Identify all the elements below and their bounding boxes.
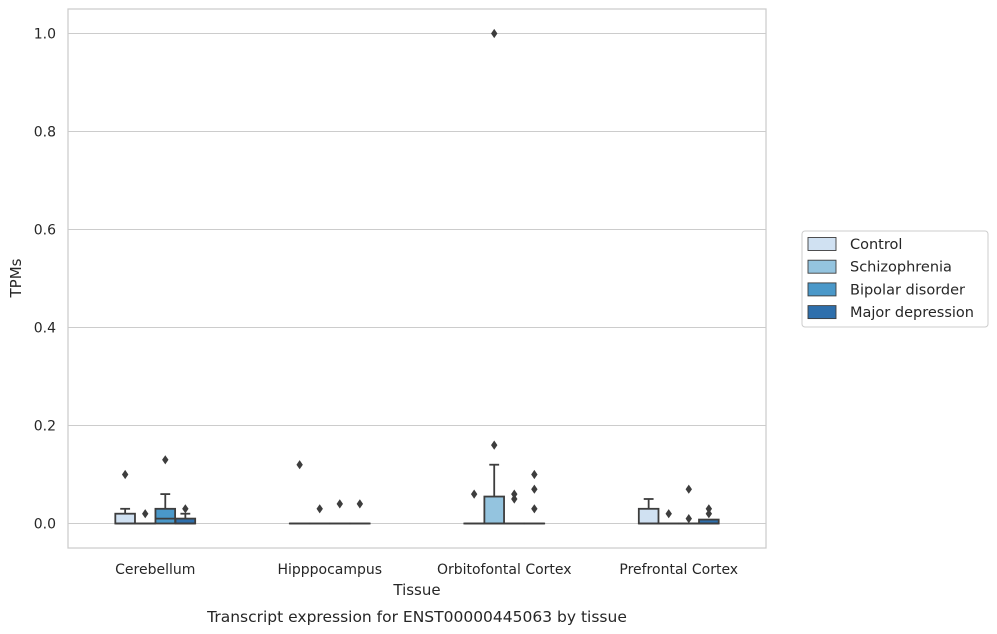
outlier-point bbox=[142, 509, 149, 519]
box-body bbox=[154, 507, 177, 525]
y-axis-ticks: 0.0 0.2 0.4 0.6 0.8 1.0 bbox=[34, 27, 56, 533]
outlier-point bbox=[121, 469, 129, 480]
outlier-point bbox=[511, 489, 518, 499]
y-axis-label: TPMs bbox=[7, 258, 25, 298]
outliers bbox=[121, 28, 713, 524]
outlier-point bbox=[705, 504, 713, 514]
outlier-point bbox=[316, 504, 323, 514]
legend-swatch bbox=[807, 259, 837, 274]
gridlines bbox=[68, 32, 766, 525]
outlier-point bbox=[705, 509, 713, 519]
legend-swatch bbox=[807, 237, 837, 251]
box-control bbox=[637, 498, 660, 525]
outlier-point bbox=[182, 504, 189, 514]
legend-label: Control bbox=[850, 237, 902, 253]
legend-swatch bbox=[807, 282, 837, 297]
legend-label: Major depression bbox=[850, 305, 974, 321]
legend-label: Schizophrenia bbox=[850, 260, 952, 276]
outlier-point bbox=[470, 489, 478, 499]
box-control bbox=[114, 507, 136, 525]
x-tick-label: Cerebellum bbox=[115, 562, 195, 578]
legend-swatch bbox=[807, 305, 837, 320]
outlier-point bbox=[491, 28, 498, 39]
x-axis-ticks: Cerebellum Hipppocampus Orbitofontal Corte… bbox=[115, 562, 738, 578]
outlier-point bbox=[685, 484, 692, 494]
legend-frame bbox=[801, 230, 989, 328]
legend-label: Bipolar disorder bbox=[850, 282, 965, 298]
y-tick-label: 0.2 bbox=[34, 419, 56, 435]
outlier-point bbox=[665, 509, 672, 519]
outlier-point bbox=[356, 499, 364, 509]
y-tick-label: 0.8 bbox=[34, 125, 56, 141]
box-body bbox=[114, 512, 136, 525]
plot-frame bbox=[67, 8, 767, 549]
x-tick-label: Hipppocampus bbox=[277, 562, 382, 578]
box-body bbox=[483, 495, 505, 525]
outlier-point bbox=[685, 514, 692, 524]
box-bipolar-disorder bbox=[154, 493, 177, 525]
box-schizophrenia bbox=[483, 463, 505, 525]
box-major-depression bbox=[174, 512, 197, 525]
legend: Control Schizophrenia Bipolar disorder Majo… bbox=[801, 230, 989, 328]
outlier-point bbox=[162, 455, 169, 465]
x-tick-label: Orbitofontal Cortex bbox=[437, 562, 572, 578]
outlier-point bbox=[531, 504, 538, 514]
outlier-point bbox=[531, 469, 538, 480]
y-tick-label: 0.6 bbox=[34, 223, 56, 239]
x-axis-label: Tissue bbox=[392, 581, 440, 599]
outlier-point bbox=[511, 494, 518, 504]
y-tick-label: 0.0 bbox=[34, 517, 56, 533]
boxes bbox=[114, 463, 720, 525]
outlier-point bbox=[296, 460, 303, 470]
outlier-point bbox=[531, 484, 538, 494]
box-major-depression bbox=[698, 518, 720, 525]
y-tick-label: 0.4 bbox=[34, 321, 56, 337]
outlier-point bbox=[491, 440, 498, 450]
outlier-point bbox=[336, 499, 343, 509]
y-tick-label: 1.0 bbox=[34, 27, 56, 43]
x-tick-label: Prefrontal Cortex bbox=[619, 562, 738, 578]
chart-caption: Transcript expression for ENST0000044506… bbox=[206, 608, 627, 626]
box-body bbox=[637, 507, 660, 525]
